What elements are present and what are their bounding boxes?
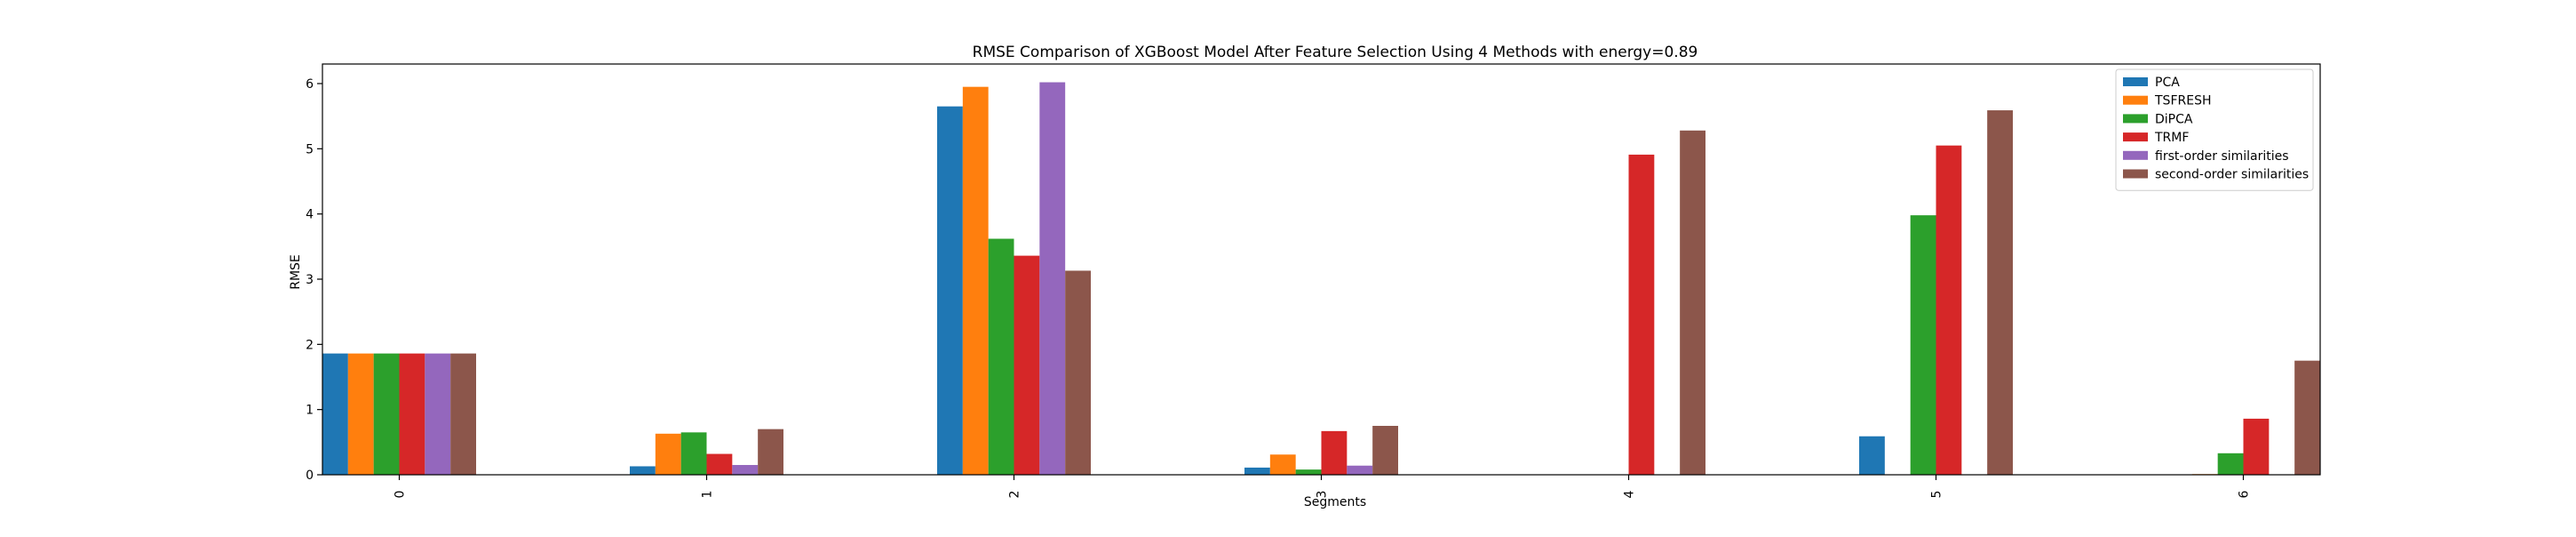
y-tick-label: 5 [306,142,314,156]
bar-dipca-segment-0 [373,353,400,475]
bars-layer [322,82,2320,476]
bar-pca-segment-5 [1859,436,1885,475]
bar-pca-segment-0 [322,353,348,475]
bar-second-order-similarities-segment-1 [758,429,783,475]
legend-swatch [2123,114,2148,124]
legend: PCA TSFRESH DiPCA TRMF first-order similarit… [2115,68,2314,191]
y-tick-label: 0 [306,469,314,483]
y-tick-label: 2 [306,338,314,352]
bar-dipca-segment-1 [680,432,707,475]
x-tick-label: 2 [1008,491,1022,499]
bar-second-order-similarities-segment-3 [1372,426,1398,475]
y-axis-label: RMSE [289,254,303,290]
x-tick-label: 1 [701,491,715,499]
bar-second-order-similarities-segment-0 [450,353,476,475]
x-tick-label: 6 [2238,490,2252,498]
x-tick-label: 0 [394,491,408,499]
legend-label: DiPCA [2155,112,2193,126]
bar-trmf-segment-6 [2243,418,2270,475]
bar-trmf-segment-4 [1628,154,1655,475]
y-tick-label: 6 [306,77,314,92]
legend-swatch [2123,150,2148,160]
bar-dipca-segment-5 [1910,215,1936,475]
legend-swatch [2123,95,2148,105]
bar-trmf-segment-2 [1014,255,1040,475]
y-axis-ticks: 0 1 2 3 4 5 6 [306,77,322,483]
plot-frame [322,63,2321,476]
chart-title: RMSE Comparison of XGBoost Model After F… [973,44,1698,61]
bar-first-order-similarities-segment-2 [1039,82,1066,476]
y-tick-label: 1 [306,404,314,418]
y-tick-label: 4 [306,208,314,222]
bar-second-order-similarities-segment-5 [1987,110,2013,476]
x-tick-label: 3 [1316,491,1330,499]
bar-second-order-similarities-segment-2 [1065,270,1091,475]
bar-tsfresh-segment-2 [962,86,989,476]
bar-dipca-segment-6 [2217,453,2244,475]
bar-dipca-segment-2 [988,238,1014,475]
bar-tsfresh-segment-1 [655,433,681,475]
bar-trmf-segment-3 [1321,430,1348,475]
bar-pca-segment-2 [937,106,963,476]
legend-label: TSFRESH [2154,94,2211,108]
x-tick-label: 4 [1623,490,1637,498]
bar-pca-segment-1 [630,466,656,475]
legend-label: TRMF [2154,131,2189,145]
legend-label: second-order similarities [2155,168,2309,182]
bar-dipca-segment-3 [1295,469,1322,475]
legend-label: first-order similarities [2155,149,2289,164]
legend-label: PCA [2155,76,2180,90]
bar-second-order-similarities-segment-4 [1680,130,1705,476]
bar-trmf-segment-1 [706,453,733,475]
legend-swatch [2123,169,2148,179]
bar-tsfresh-segment-3 [1269,454,1296,475]
legend-swatch [2123,77,2148,86]
bar-trmf-segment-5 [1936,145,1962,475]
bar-first-order-similarities-segment-1 [732,465,759,475]
bar-second-order-similarities-segment-6 [2294,360,2320,475]
bar-trmf-segment-0 [399,353,425,475]
y-tick-label: 3 [306,273,314,287]
legend-box [2115,68,2314,191]
legend-swatch [2123,132,2148,142]
x-axis-label: Segments [1304,495,1366,509]
bar-first-order-similarities-segment-0 [425,353,451,475]
bar-first-order-similarities-segment-3 [1347,465,1373,475]
bar-tsfresh-segment-0 [347,353,374,475]
x-tick-label: 5 [1930,491,1944,499]
bar-pca-segment-3 [1244,467,1270,475]
x-axis-ticks: 0 1 2 3 4 5 6 [394,475,2252,498]
